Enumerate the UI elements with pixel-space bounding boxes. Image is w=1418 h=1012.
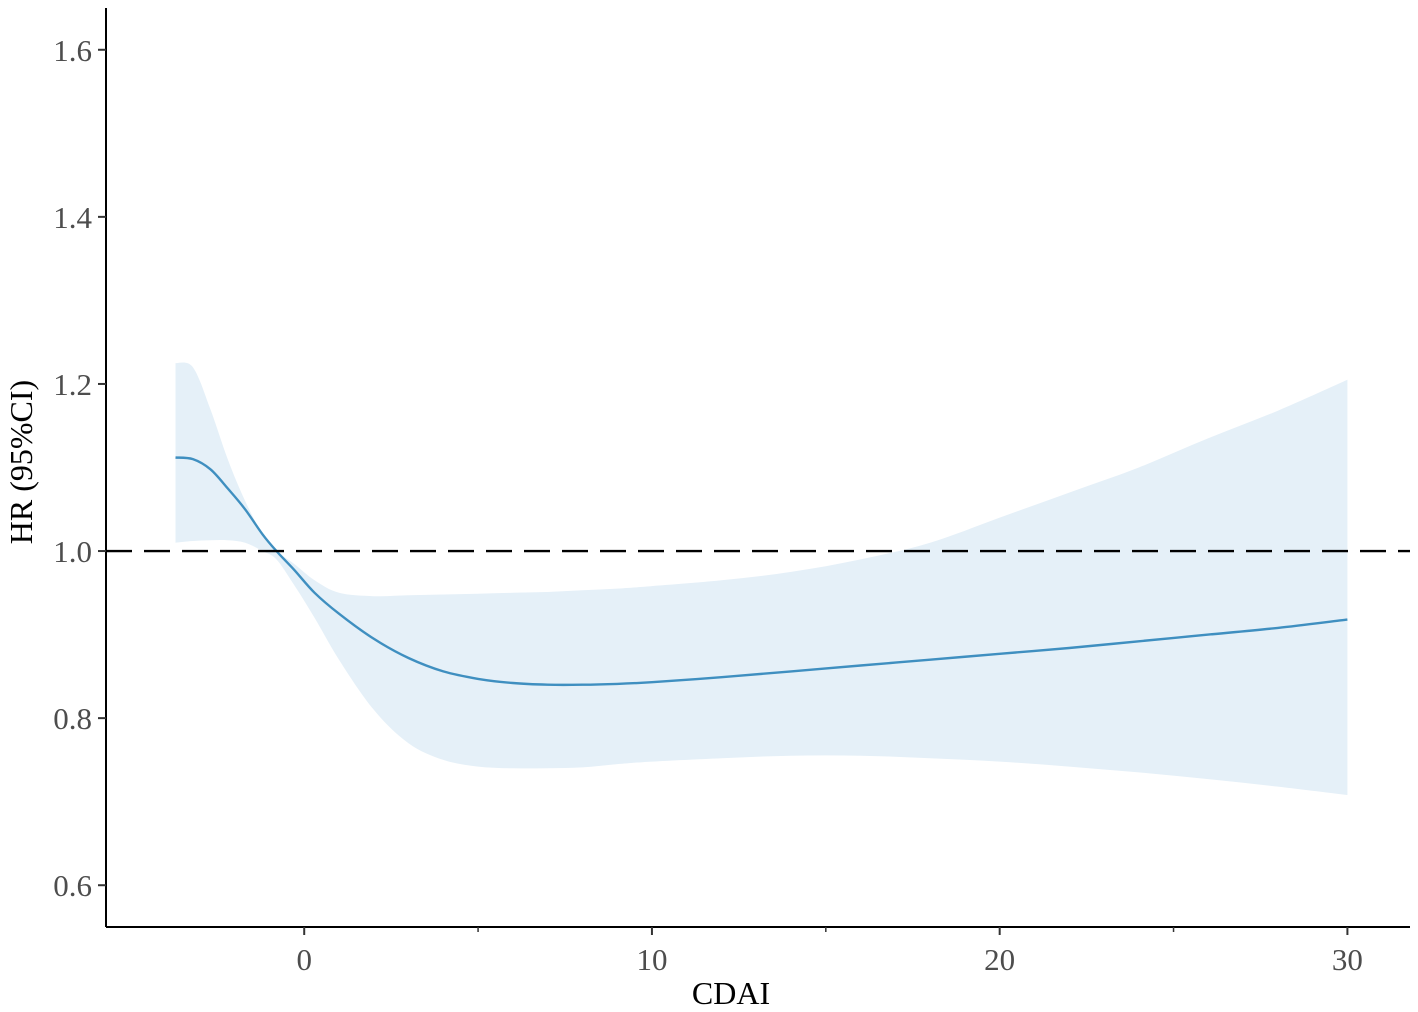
y-axis-ticks: 0.6 0.8 1.0 1.2 1.4 1.6 xyxy=(53,33,106,903)
y-axis-title: HR (95%CI) xyxy=(3,380,39,544)
hazard-ratio-line xyxy=(175,456,1348,687)
x-tick-label: 10 xyxy=(636,942,667,977)
x-tick-label: 0 xyxy=(296,942,312,977)
y-tick-label: 1.2 xyxy=(53,367,92,402)
y-tick-label: 0.6 xyxy=(53,868,92,903)
x-axis-ticks: 0 10 20 30 xyxy=(296,927,1363,977)
x-axis-title: CDAI xyxy=(692,975,770,1011)
y-tick-label: 1.0 xyxy=(53,534,92,569)
x-tick-label: 20 xyxy=(984,942,1015,977)
plot-area xyxy=(106,362,1410,795)
axes: 0.6 0.8 1.0 1.2 1.4 1.6 0 10 20 30 xyxy=(53,8,1410,977)
x-tick-label: 30 xyxy=(1332,942,1363,977)
y-tick-label: 0.8 xyxy=(53,701,92,736)
confidence-interval-band xyxy=(175,362,1348,795)
y-tick-label: 1.4 xyxy=(53,200,92,235)
y-tick-label: 1.6 xyxy=(53,33,92,68)
